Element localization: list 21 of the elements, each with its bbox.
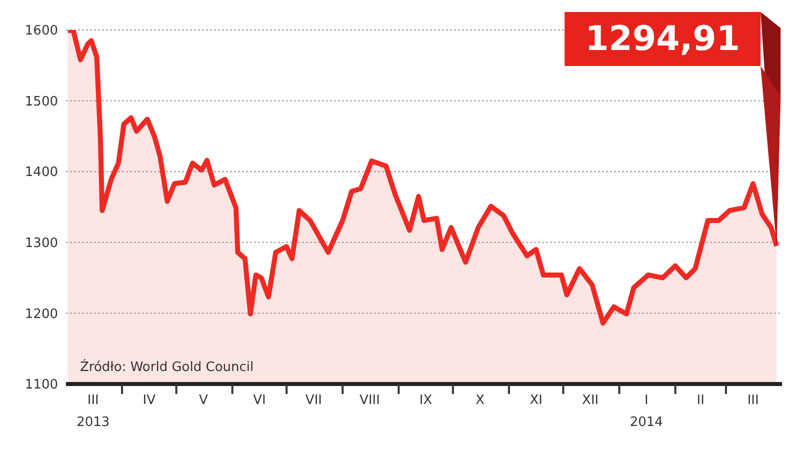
x-tick-label: III 2013 — [76, 393, 110, 430]
x-tick-label: II — [696, 393, 704, 408]
y-tick-label: 1400 — [24, 165, 58, 180]
x-tick-label: I 2014 — [630, 393, 663, 430]
annotation: 1294,91 — [585, 19, 740, 59]
y-tick-label: 1500 — [24, 94, 58, 110]
x-tick-label: XI — [530, 393, 542, 408]
x-tick-label: XII — [582, 393, 599, 408]
y-tick-label: 1100 — [24, 378, 58, 393]
x-tick-label: VI — [253, 393, 266, 408]
x-tick-label: VII — [305, 393, 322, 408]
x-tick-label: X — [476, 393, 485, 408]
x-tick-label: IX — [419, 393, 432, 408]
y-tick-label: 1300 — [24, 236, 58, 252]
x-tick-label: IV — [142, 393, 156, 408]
x-tick-label: V — [198, 393, 208, 408]
x-tick-label: III — [747, 393, 759, 408]
y-tick-label: 1600 — [24, 24, 58, 39]
annotation: Źródło: World Gold Council — [80, 360, 254, 375]
y-tick-label: 1200 — [24, 306, 58, 322]
x-tick-label: VIII — [360, 393, 380, 408]
